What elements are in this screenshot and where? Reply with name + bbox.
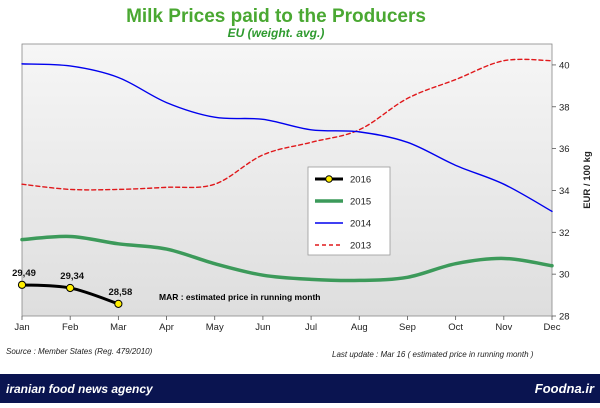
series-line-2014: [21, 63, 553, 213]
x-tick-label-mar: Mar: [110, 322, 126, 333]
x-tick-label-may: May: [206, 322, 224, 333]
legend-marker-2016: [325, 175, 333, 183]
legend-label-2016: 2016: [350, 175, 371, 186]
y-tick-label: 40: [559, 60, 570, 71]
legend: 2016 2015 2014 2013: [307, 166, 391, 256]
x-tick-label-apr: Apr: [159, 322, 174, 333]
x-tick-label-oct: Oct: [448, 322, 463, 333]
chart-title: Milk Prices paid to the Producers: [126, 6, 426, 27]
x-tick-label-jul: Jul: [305, 322, 317, 333]
data-point-2016-jan: [17, 280, 27, 289]
series-line-2015: [20, 234, 554, 283]
x-tick-label-nov: Nov: [495, 322, 512, 333]
update-note: Last update : Mar 16 ( estimated price i…: [332, 350, 534, 359]
x-tick-label-jan: Jan: [14, 322, 29, 333]
source-note: Source : Member States (Reg. 479/2010): [6, 347, 153, 356]
banner-site-name: Foodna.ir: [535, 381, 595, 396]
x-axis: Jan Feb Mar Apr May Jun Jul Aug Sep Oct Nov Dec: [14, 316, 561, 333]
x-tick-label-sep: Sep: [399, 322, 416, 333]
y-tick-label: 36: [559, 144, 570, 155]
y-axis-label: EUR / 100 kg: [582, 151, 593, 209]
data-point-2016-mar: [114, 299, 123, 308]
data-label-mar: 28,58: [108, 287, 132, 298]
x-tick-label-jun: Jun: [255, 322, 270, 333]
legend-box: [307, 166, 391, 256]
y-tick-label: 32: [559, 228, 570, 239]
series-line-2013: [21, 58, 553, 191]
y-axis: 28 30 32 34 36 38 40: [552, 60, 570, 323]
y-tick-label: 38: [559, 102, 570, 113]
legend-label-2015: 2015: [350, 197, 371, 208]
x-tick-label-feb: Feb: [62, 322, 78, 333]
data-label-jan: 29,49: [12, 268, 36, 279]
plot-area: [21, 43, 553, 317]
data-label-feb: 29,34: [60, 271, 84, 282]
y-tick-label: 28: [559, 312, 570, 323]
x-tick-label-aug: Aug: [351, 322, 368, 333]
x-tick-label-dec: Dec: [544, 322, 561, 333]
footer-banner: [0, 374, 600, 403]
chart-subtitle: EU (weight. avg.): [228, 26, 325, 40]
data-point-2016-feb: [66, 283, 75, 293]
series-group: 29,49 29,34 28,58: [12, 58, 554, 308]
legend-label-2013: 2013: [350, 241, 371, 252]
y-tick-label: 34: [559, 186, 570, 197]
y-tick-label: 30: [559, 270, 570, 281]
banner-agency-name: iranian food news agency: [6, 382, 154, 396]
legend-label-2014: 2014: [350, 219, 371, 230]
chart-annotation: MAR : estimated price in running month: [159, 292, 321, 302]
